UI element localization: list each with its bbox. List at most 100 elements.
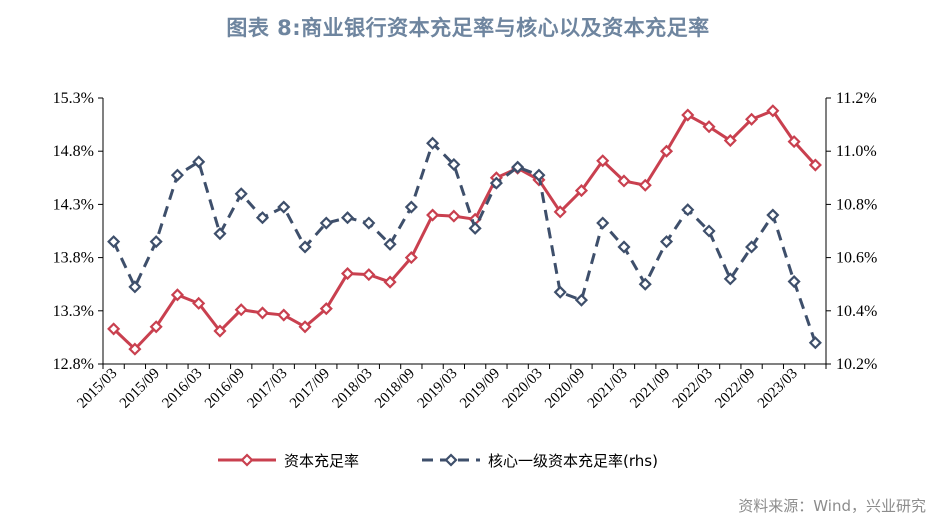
series-1-point bbox=[787, 135, 801, 149]
series-2-point bbox=[468, 221, 482, 235]
series-1-point bbox=[298, 320, 312, 334]
series-1-point bbox=[426, 208, 440, 222]
series-2-point bbox=[766, 208, 780, 222]
series-2-point bbox=[319, 216, 333, 230]
series-1-point bbox=[340, 267, 355, 281]
series-1-point bbox=[319, 302, 333, 316]
legend: 资本充足率 核心一级资本充足率(rhs) bbox=[218, 452, 658, 470]
chart-title: 图表 8:商业银行资本充足率与核心以及资本充足率 bbox=[226, 16, 710, 40]
y-left-tick-label: 13.8% bbox=[53, 250, 94, 267]
series-2-point bbox=[383, 237, 397, 251]
series-2-point bbox=[447, 157, 461, 172]
series-1-point bbox=[362, 268, 376, 282]
series-2-point bbox=[107, 235, 121, 249]
x-tick-label: 2022/09 bbox=[712, 366, 758, 412]
series-1-point bbox=[617, 174, 631, 188]
y-left-tick-label: 12.8% bbox=[53, 356, 94, 373]
series-1-point bbox=[192, 296, 206, 310]
series-2-point bbox=[277, 200, 291, 214]
legend-item-2: 核心一级资本充足率(rhs) bbox=[422, 452, 658, 470]
series-1-point bbox=[404, 251, 418, 265]
legend-label: 核心一级资本充足率(rhs) bbox=[488, 452, 658, 470]
series-1-point bbox=[128, 342, 142, 356]
series-1-point bbox=[702, 120, 716, 134]
series-2-point bbox=[681, 203, 695, 217]
series-2 bbox=[107, 136, 822, 350]
y-left-tick-label: 15.3% bbox=[53, 90, 94, 107]
y-right-tick-label: 11.2% bbox=[836, 90, 877, 107]
series-1-point bbox=[255, 306, 270, 320]
series-1-point bbox=[574, 184, 589, 198]
legend-label: 资本充足率 bbox=[284, 452, 359, 470]
series-2-point bbox=[638, 277, 652, 291]
series-2-point bbox=[723, 272, 737, 286]
x-tick-label: 2022/03 bbox=[670, 366, 716, 412]
series-line-1 bbox=[112, 109, 817, 351]
series-1-point bbox=[553, 205, 567, 219]
series-2-point bbox=[404, 200, 418, 214]
x-tick-label: 2020/09 bbox=[542, 366, 588, 412]
source-note: 资料来源：Wind，兴业研究 bbox=[738, 497, 926, 515]
series-2-point bbox=[298, 240, 312, 254]
series-2-point bbox=[553, 285, 567, 299]
series-2-point bbox=[574, 293, 589, 307]
x-tick-label: 2020/03 bbox=[500, 366, 546, 412]
series-1-point bbox=[808, 158, 822, 172]
series-2-point bbox=[745, 240, 759, 254]
y-left-tick-label: 13.3% bbox=[53, 303, 94, 320]
x-tick-label: 2019/09 bbox=[457, 366, 503, 412]
series-1-point bbox=[723, 134, 737, 148]
series-1-point bbox=[681, 108, 695, 122]
y-right-tick-label: 10.8% bbox=[836, 196, 877, 213]
legend-swatch-marker bbox=[240, 453, 254, 467]
x-tick-label: 2021/09 bbox=[627, 366, 673, 412]
series-2-point bbox=[426, 136, 440, 150]
legend-swatch-marker bbox=[444, 453, 458, 467]
series-layer bbox=[107, 104, 822, 356]
series-1-point bbox=[638, 178, 652, 192]
series-2-point bbox=[128, 280, 142, 294]
y-left-tick-label: 14.3% bbox=[53, 196, 94, 213]
y-right-tick-label: 11.0% bbox=[836, 143, 877, 160]
series-1-point bbox=[745, 112, 759, 126]
x-tick-label: 2015/09 bbox=[117, 366, 163, 412]
series-2-point bbox=[489, 176, 503, 190]
series-2-point bbox=[192, 155, 206, 169]
series-2-point bbox=[170, 168, 184, 182]
y-right-tick-label: 10.2% bbox=[836, 356, 877, 373]
series-2-point bbox=[659, 235, 674, 249]
x-tick-label: 2018/03 bbox=[330, 366, 376, 412]
x-tick-label: 2021/03 bbox=[585, 366, 631, 412]
series-1-point bbox=[107, 322, 121, 336]
x-tick-label: 2017/03 bbox=[244, 366, 290, 412]
series-2-point bbox=[255, 211, 270, 225]
series-1-point bbox=[234, 303, 248, 317]
series-2-point bbox=[787, 274, 801, 289]
series-line-2 bbox=[112, 141, 817, 344]
series-2-point bbox=[808, 336, 822, 350]
series-1-point bbox=[766, 104, 780, 118]
x-tick-label: 2023/03 bbox=[755, 366, 801, 412]
series-1-point bbox=[447, 209, 461, 223]
series-2-point bbox=[149, 235, 163, 249]
series-2-point bbox=[702, 224, 716, 238]
x-tick-label: 2018/09 bbox=[372, 366, 418, 412]
legend-item-1: 资本充足率 bbox=[218, 452, 359, 470]
y-left-tick-label: 14.8% bbox=[53, 143, 94, 160]
series-2-point bbox=[617, 240, 631, 254]
series-2-point bbox=[362, 216, 376, 230]
x-tick-label: 2017/09 bbox=[287, 366, 333, 412]
series-2-point bbox=[234, 187, 248, 201]
series-1-point bbox=[383, 275, 397, 289]
series-2-point bbox=[213, 227, 227, 241]
series-1-point bbox=[596, 154, 610, 168]
series-1-point bbox=[170, 288, 184, 302]
series-2-point bbox=[596, 216, 610, 230]
series-1-point bbox=[659, 144, 674, 158]
y-right-tick-label: 10.6% bbox=[836, 250, 877, 267]
series-1-point bbox=[149, 320, 163, 334]
y-right-tick-label: 10.4% bbox=[836, 303, 877, 320]
x-tick-label: 2016/09 bbox=[202, 366, 248, 412]
series-1-point bbox=[277, 308, 291, 322]
